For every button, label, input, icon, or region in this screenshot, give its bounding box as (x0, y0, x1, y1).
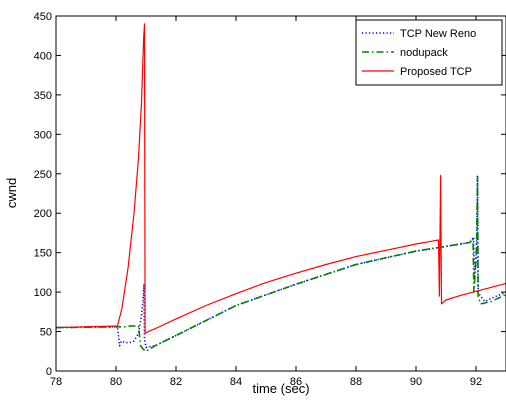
legend-label-1: nodupack (400, 47, 448, 59)
series-line-1 (55, 176, 506, 353)
legend-label-2: Proposed TCP (400, 66, 472, 78)
x-tick-label: 88 (350, 376, 362, 388)
y-tick-label: 100 (34, 287, 52, 299)
x-tick-label: 84 (230, 376, 242, 388)
x-tick-label: 82 (170, 376, 182, 388)
x-axis-title: time (sec) (252, 381, 309, 396)
y-tick-label: 450 (34, 11, 52, 23)
y-tick-label: 200 (34, 208, 52, 220)
legend-label-0: TCP New Reno (400, 28, 476, 40)
y-tick-label: 250 (34, 169, 52, 181)
series-layer (55, 23, 506, 353)
x-tick-label: 92 (470, 376, 482, 388)
y-tick-label: 400 (34, 50, 52, 62)
y-tick-label: 300 (34, 129, 52, 141)
y-tick-label: 0 (46, 366, 52, 378)
y-tick-label: 50 (40, 327, 52, 339)
plot-frame (55, 15, 506, 372)
y-tick-label: 150 (34, 248, 52, 260)
series-line-2 (55, 23, 506, 334)
x-tick-label: 86 (290, 376, 302, 388)
x-tick-label: 90 (410, 376, 422, 388)
ticks-layer: 78 80 82 84 86 88 90 92 0 50 100 150 200 250 300 350 400… (34, 11, 506, 388)
x-tick-label: 78 (50, 376, 62, 388)
y-tick-label: 350 (34, 90, 52, 102)
x-tick-label: 80 (110, 376, 122, 388)
legend: TCP New Reno nodupack Proposed TCP (355, 19, 503, 86)
y-axis-title: cwnd (4, 178, 19, 208)
